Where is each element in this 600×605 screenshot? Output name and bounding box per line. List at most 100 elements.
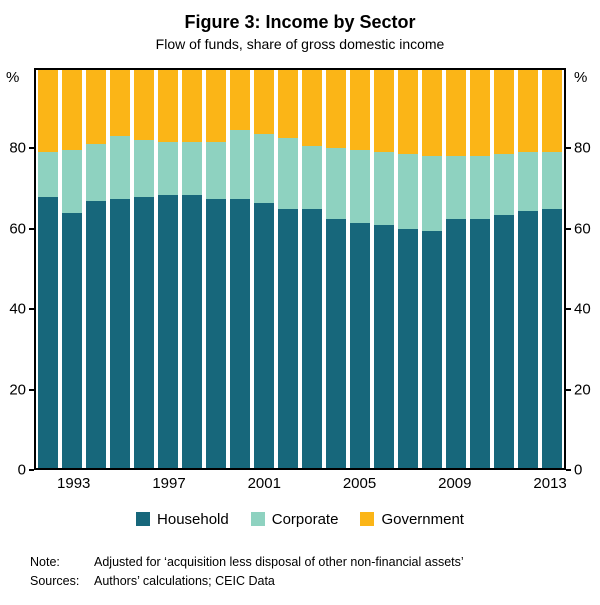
sources-label: Sources: (30, 574, 80, 588)
y-tick-label: 60 (9, 220, 26, 238)
bar-2009 (444, 70, 468, 468)
stacked-bar (398, 70, 418, 468)
bar-2000 (228, 70, 252, 468)
bar-segment-government (62, 70, 82, 150)
bar-segment-corporate (326, 147, 346, 220)
bar-segment-household (398, 229, 418, 468)
corporate-swatch-icon (250, 512, 265, 526)
bar-segment-corporate (206, 141, 226, 200)
y-tick-label: 80 (574, 139, 591, 157)
stacked-bar (518, 70, 538, 468)
bar-segment-household (110, 199, 130, 468)
stacked-bar (446, 70, 466, 468)
bar-segment-corporate (518, 151, 538, 212)
bar-segment-household (302, 209, 322, 468)
legend: Household Corporate Government (0, 506, 600, 532)
x-tick-label-2009: 2009 (438, 475, 472, 492)
bar-1998 (180, 70, 204, 468)
figure-title: Figure 3: Income by Sector (184, 12, 416, 32)
bar-1993 (60, 70, 84, 468)
y-tick-mark (29, 388, 34, 391)
bar-segment-government (470, 70, 490, 156)
chart-area: % 0 20 40 60 80 % 0 20 40 60 80 (0, 68, 600, 479)
bar-segment-household (518, 211, 538, 468)
bar-2003 (300, 70, 324, 468)
bar-segment-household (38, 197, 58, 468)
stacked-bar (134, 70, 154, 468)
household-swatch-icon (136, 512, 151, 526)
bar-2013 (540, 70, 564, 468)
stacked-bar (110, 70, 130, 468)
y-axis-right: % 0 20 40 60 80 (566, 68, 600, 479)
legend-label-household: Household (157, 510, 229, 528)
government-swatch-icon (360, 512, 375, 526)
stacked-bar (350, 70, 370, 468)
bar-segment-corporate (398, 153, 418, 230)
bar-segment-corporate (542, 151, 562, 210)
bar-segment-household (206, 199, 226, 468)
stacked-bar (230, 70, 250, 468)
note-text: Adjusted for ‘acquisition less disposal … (94, 555, 464, 569)
y-tick-mark (29, 147, 34, 150)
stacked-bar (542, 70, 562, 468)
legend-label-government: Government (381, 510, 464, 528)
y-axis-unit-right: % (574, 69, 588, 86)
bar-2007 (396, 70, 420, 468)
bar-segment-corporate (494, 153, 514, 216)
bar-segment-corporate (38, 151, 58, 198)
bar-segment-government (278, 70, 298, 138)
y-tick-mark (29, 308, 34, 311)
bar-2006 (372, 70, 396, 468)
bar-segment-household (542, 209, 562, 468)
y-tick-mark (566, 388, 571, 391)
stacked-bar (254, 70, 274, 468)
bar-segment-government (494, 70, 514, 154)
x-tick-label-2013: 2013 (533, 475, 567, 492)
bar-1994 (84, 70, 108, 468)
bar-segment-corporate (446, 155, 466, 220)
bar-segment-corporate (182, 141, 202, 196)
bar-2004 (324, 70, 348, 468)
bar-segment-government (110, 70, 130, 136)
stacked-bar (38, 70, 58, 468)
stacked-bar (494, 70, 514, 468)
y-tick-mark (29, 469, 34, 471)
bar-segment-government (446, 70, 466, 156)
y-axis-unit-left: % (6, 69, 20, 86)
figure-subtitle: Flow of funds, share of gross domestic i… (155, 36, 445, 52)
bar-2010 (468, 70, 492, 468)
bar-segment-government (134, 70, 154, 140)
stacked-bar (470, 70, 490, 468)
bar-segment-government (254, 70, 274, 134)
y-tick-label: 20 (574, 381, 591, 399)
bar-segment-household (470, 219, 490, 468)
bar-2008 (420, 70, 444, 468)
bar-segment-household (230, 199, 250, 468)
bar-1999 (204, 70, 228, 468)
bar-segment-household (374, 225, 394, 468)
stacked-bar (206, 70, 226, 468)
y-tick-label: 60 (574, 220, 591, 238)
bar-segment-corporate (86, 143, 106, 202)
bar-segment-government (326, 70, 346, 148)
x-tick-label-1993: 1993 (57, 475, 91, 492)
bar-segment-corporate (278, 137, 298, 210)
bar-segment-household (62, 213, 82, 468)
legend-item-government: Government (360, 511, 464, 528)
y-tick-label: 20 (9, 381, 26, 399)
plot-area (34, 68, 566, 470)
y-tick-mark (566, 147, 571, 150)
stacked-bar (326, 70, 346, 468)
bar-segment-household (350, 223, 370, 468)
bar-1997 (156, 70, 180, 468)
legend-item-household: Household (136, 511, 229, 528)
bar-segment-corporate (254, 133, 274, 204)
bar-segment-government (350, 70, 370, 150)
footnotes: Note: Adjusted for ‘acquisition less dis… (30, 554, 570, 590)
bar-segment-corporate (374, 151, 394, 226)
bar-2001 (252, 70, 276, 468)
bar-segment-government (158, 70, 178, 142)
y-axis-left: % 0 20 40 60 80 (0, 68, 34, 479)
bar-segment-corporate (62, 149, 82, 214)
